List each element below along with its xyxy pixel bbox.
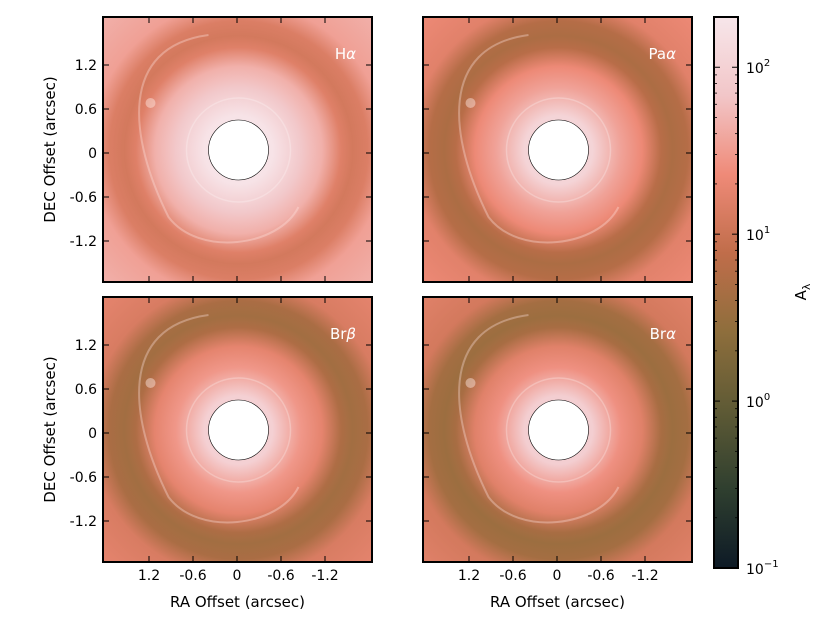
bright-clump <box>465 378 476 388</box>
spiral-arm <box>458 314 620 524</box>
panel-label-greek: β <box>345 325 356 343</box>
colorbar-tick-label: 101 <box>746 225 770 244</box>
x-tick-label: -0.6 <box>587 568 614 584</box>
y-tick-label: -1.2 <box>70 234 97 250</box>
bright-clump <box>465 98 476 108</box>
panel-label: Brβ <box>330 325 356 343</box>
panel-2: Paα <box>422 16 693 283</box>
x-tick-label: -0.6 <box>267 568 294 584</box>
y-tick-label: -1.2 <box>70 514 97 530</box>
x-tick-label: 0 <box>233 568 242 584</box>
colorbar-tick-label: 10−1 <box>746 559 779 578</box>
x-axis-label: RA Offset (arcsec) <box>490 593 625 611</box>
y-tick-label: 1.2 <box>75 58 97 74</box>
x-axis-label: RA Offset (arcsec) <box>170 593 305 611</box>
colorbar-tick-base: 10 <box>746 562 764 578</box>
panel-label-greek: α <box>666 45 676 63</box>
colorbar-tick-label: 102 <box>746 58 770 77</box>
x-tick-label: -0.6 <box>179 568 206 584</box>
y-tick-label: -0.6 <box>70 190 97 206</box>
x-tick-label: 0 <box>553 568 562 584</box>
y-tick-label: 0.6 <box>75 102 97 118</box>
y-tick-label: 1.2 <box>75 338 97 354</box>
y-axis-label: DEC Offset (arcsec) <box>41 76 59 222</box>
coronagraph-mask <box>528 399 589 461</box>
colorbar-label-main: A <box>792 289 810 300</box>
coronagraph-mask <box>528 119 589 181</box>
x-tick-label: 1.2 <box>138 568 160 584</box>
panel-label-greek: α <box>666 325 676 343</box>
y-tick-label: 0.6 <box>75 382 97 398</box>
panel-label: Brα <box>650 325 676 343</box>
spiral-arm <box>138 34 300 244</box>
panel-label-name: Br <box>650 325 667 343</box>
x-tick-label: -1.2 <box>631 568 658 584</box>
colorbar-tick-base: 10 <box>746 395 764 411</box>
colorbar-tick-base: 10 <box>746 228 764 244</box>
panel-3: Brβ 1.2 0.6 0 -0.6 -1.2 1.2 -0.6 0 -0.6 -1.2 RA Off… <box>41 296 373 611</box>
panel-label: Hα <box>335 45 356 63</box>
panel-4: Brα 1.2 -0.6 0 -0.6 -1.2 RA Offset (arcsec) <box>422 296 693 611</box>
inner-ring <box>505 97 612 203</box>
spiral-arm <box>138 314 300 524</box>
inner-ring <box>505 377 612 483</box>
bright-clump <box>145 378 156 388</box>
colorbar-label-sub: λ <box>800 283 813 290</box>
bright-clump <box>145 98 156 108</box>
panel-1: Hα 1.2 0.6 0 -0.6 -1.2 DEC Offset (arcsec) <box>41 16 373 283</box>
x-tick-label: -1.2 <box>311 568 338 584</box>
x-tick-label: 1.2 <box>458 568 480 584</box>
y-tick-label: 0 <box>88 146 97 162</box>
colorbar-tick-exp: 2 <box>764 58 770 69</box>
coronagraph-mask <box>208 399 269 461</box>
y-tick-label: 0 <box>88 426 97 442</box>
panel-label-greek: α <box>346 45 356 63</box>
colorbar-tick-label: 100 <box>746 392 770 411</box>
inner-ring <box>185 377 292 483</box>
coronagraph-mask <box>208 119 269 181</box>
panel-label-name: Pa <box>649 45 667 63</box>
colorbar-scale <box>713 16 739 569</box>
y-axis-label: DEC Offset (arcsec) <box>41 356 59 502</box>
x-tick-label: -0.6 <box>499 568 526 584</box>
panel-label-name: Br <box>330 325 347 343</box>
colorbar-tick-base: 10 <box>746 61 764 77</box>
colorbar-label: Aλ <box>792 283 813 300</box>
y-tick-label: -0.6 <box>70 470 97 486</box>
spiral-arm <box>458 34 620 244</box>
panel-label: Paα <box>649 45 677 63</box>
inner-ring <box>185 97 292 203</box>
colorbar-tick-exp: −1 <box>764 559 779 570</box>
colorbar-tick-exp: 0 <box>764 392 770 403</box>
colorbar-tick-exp: 1 <box>764 225 770 236</box>
panel-label-name: H <box>335 45 346 63</box>
